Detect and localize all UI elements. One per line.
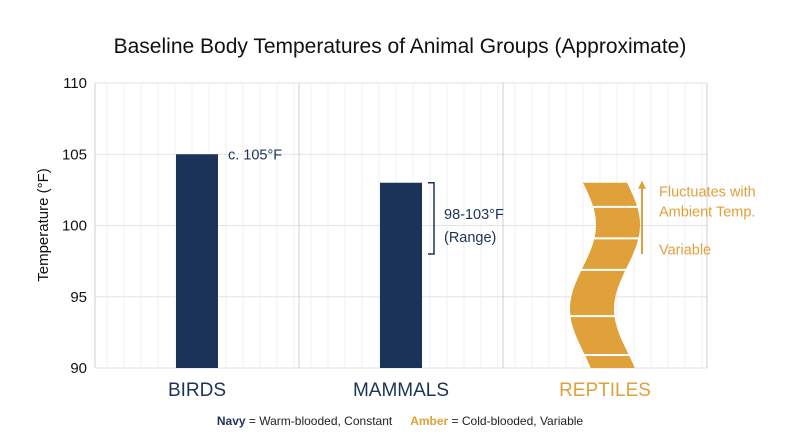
annotations: c. 105°F 98-103°F (Range) Fluctuates with Am…	[228, 147, 756, 258]
legend: Navy = Warm-blooded, Constant Amber = Col…	[217, 414, 584, 428]
annotation-birds: c. 105°F	[228, 147, 282, 163]
bar-mammals	[380, 182, 422, 368]
reptiles-arrow-head	[638, 180, 646, 189]
bars	[176, 154, 641, 368]
legend-text-navy: = Warm-blooded, Constant	[246, 414, 393, 428]
chart-title: Baseline Body Temperatures of Animal Gro…	[114, 35, 687, 58]
y-tick-label: 90	[70, 360, 87, 377]
y-tick-label: 95	[70, 289, 87, 306]
annotation-mammals-range: 98-103°F	[444, 207, 504, 223]
annotation-reptiles-variable: Variable	[659, 243, 711, 259]
category-label-mammals: MAMMALS	[353, 380, 449, 401]
category-label-birds: BIRDS	[168, 380, 226, 401]
legend-key-amber: Amber	[410, 414, 448, 428]
legend-text-amber: = Cold-blooded, Variable	[448, 414, 583, 428]
legend-key-navy: Navy	[217, 414, 246, 428]
y-axis-ticks: 90 95 100 105 110	[62, 75, 87, 377]
mammals-range-bracket	[428, 182, 435, 255]
bar-birds	[176, 154, 218, 368]
y-tick-label: 105	[62, 146, 87, 163]
y-axis-label: Temperature (°F)	[35, 168, 52, 282]
annotation-reptiles-fluctuates: Fluctuates with	[659, 184, 756, 200]
y-tick-label: 110	[63, 75, 87, 92]
annotation-mammals-range-note: (Range)	[444, 230, 496, 246]
category-label-reptiles: REPTILES	[559, 380, 651, 401]
bar-reptiles	[570, 182, 640, 368]
category-labels: BIRDS MAMMALS REPTILES	[168, 380, 651, 401]
y-tick-label: 100	[62, 218, 87, 235]
annotation-reptiles-ambient: Ambient Temp.	[659, 204, 755, 220]
